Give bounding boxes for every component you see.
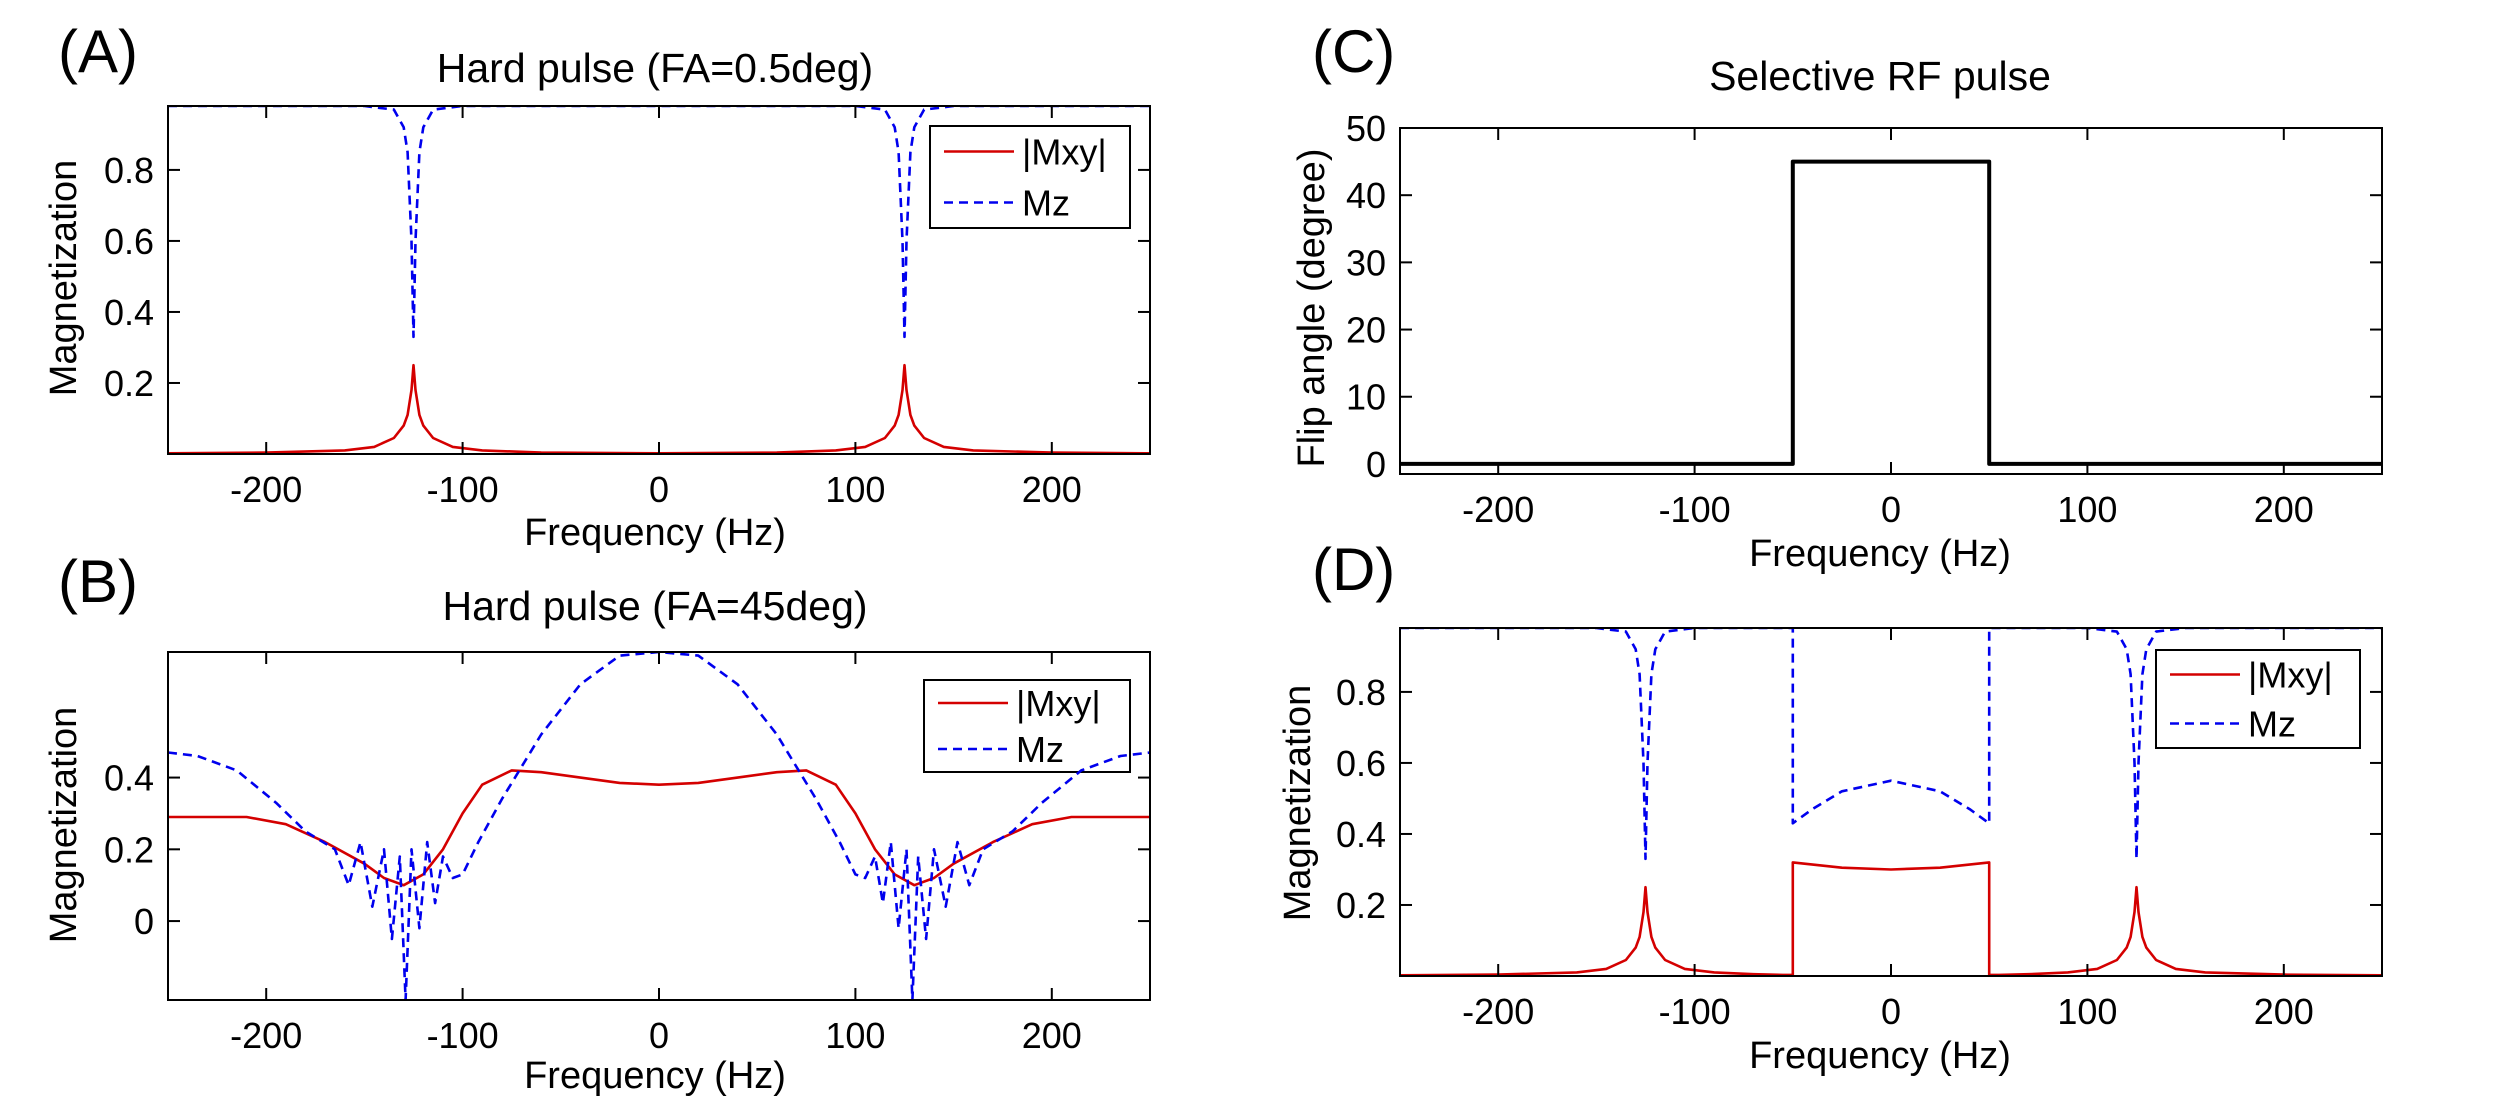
panel-a-ytick-label: 0.2: [104, 363, 154, 404]
panel-c-ytick-label: 50: [1346, 108, 1386, 149]
panel-d-ytick-label: 0.2: [1336, 885, 1386, 926]
panel-d-ylabel: Magnetization: [1277, 685, 1319, 922]
panel-b-ytick-label: 0: [134, 901, 154, 942]
panel-b-xtick-labels: -200 -100 0 100 200: [230, 1015, 1082, 1056]
panel-c-flip-angle-line: [1400, 159, 2382, 466]
panel-a-ytick-label: 0.8: [104, 150, 154, 191]
panel-c-series-group: [1400, 159, 2382, 466]
panel-b-ytick-label: 0.4: [104, 758, 154, 799]
panel-a-mz-line: [168, 106, 1150, 339]
panel-c: (C) Selective RF pulse Frequency (Hz) Fl…: [1291, 18, 2383, 575]
panel-d-legend: |Mxy| Mz: [2155, 649, 2361, 749]
panel-b-legend-mxy-label: |Mxy|: [1016, 683, 1101, 724]
panel-c-xtick-label: 200: [2254, 489, 2314, 530]
panel-b-xtick-label: -200: [230, 1015, 302, 1056]
panel-d-mxy-line: [1400, 861, 2382, 976]
panel-b-ytick-label: 0.2: [104, 829, 154, 870]
panel-d-xtick-label: -100: [1659, 991, 1731, 1032]
panel-c-xtick-label: 100: [2057, 489, 2117, 530]
panel-a-legend: |Mxy| Mz: [929, 125, 1131, 229]
panel-a-xtick-label: -200: [230, 469, 302, 510]
panel-c-xlabel: Frequency (Hz): [1749, 533, 2011, 575]
panel-b-mxy-line: [168, 769, 1150, 887]
panel-b-series-group: [168, 652, 1150, 1000]
panel-c-ytick-label: 20: [1346, 310, 1386, 351]
panel-d-ytick-labels: 0.2 0.4 0.6 0.8: [1336, 672, 1386, 926]
panel-b-xtick-label: 0: [649, 1015, 669, 1056]
panel-d-ytick-label: 0.8: [1336, 672, 1386, 713]
panel-d-ytick-label: 0.4: [1336, 814, 1386, 855]
panel-a-xtick-label: 0: [649, 469, 669, 510]
panel-a: (A) Hard pulse (FA=0.5deg) Frequency (Hz…: [43, 18, 1151, 554]
panel-c-title: Selective RF pulse: [1709, 53, 2051, 99]
panel-a-legend-box: [929, 125, 1131, 229]
panel-b: (B) Hard pulse (FA=45deg) Frequency (Hz)…: [43, 548, 1151, 1097]
panel-b-ylabel: Magnetization: [43, 707, 85, 944]
panel-d: (D) Frequency (Hz) Magnetization -200 -1…: [1277, 536, 2383, 1077]
panel-d-ytick-label: 0.6: [1336, 743, 1386, 784]
panel-c-ytick-label: 30: [1346, 242, 1386, 283]
panel-a-xtick-label: -100: [427, 469, 499, 510]
panel-a-legend-mxy-label: |Mxy|: [1022, 132, 1107, 173]
panel-a-ytick-label: 0.4: [104, 292, 154, 333]
panel-b-mz-line: [168, 652, 1150, 1000]
panel-a-xlabel: Frequency (Hz): [524, 512, 786, 554]
panel-c-ytick-labels: 0 10 20 30 40 50: [1346, 108, 1386, 485]
panel-a-ytick-label: 0.6: [104, 221, 154, 262]
panel-b-letter: (B): [58, 548, 138, 615]
panel-a-title: Hard pulse (FA=0.5deg): [437, 45, 873, 91]
panel-a-xtick-label: 100: [825, 469, 885, 510]
panel-a-letter: (A): [58, 18, 138, 85]
panel-c-xtick-labels: -200 -100 0 100 200: [1462, 489, 2314, 530]
panel-c-xtick-label: -200: [1462, 489, 1534, 530]
panel-b-legend: |Mxy| Mz: [923, 679, 1131, 773]
panel-b-legend-box: [923, 679, 1131, 773]
panel-d-xtick-label: 0: [1881, 991, 1901, 1032]
panel-d-letter: (D): [1312, 536, 1395, 603]
panel-d-xtick-label: 100: [2057, 991, 2117, 1032]
panel-d-xtick-label: -200: [1462, 991, 1534, 1032]
panel-d-legend-box: [2155, 649, 2361, 749]
panel-d-series-group: [1400, 628, 2382, 976]
panel-d-mz-line: [1400, 628, 2382, 861]
panel-b-xtick-label: 100: [825, 1015, 885, 1056]
panel-c-ytick-label: 10: [1346, 377, 1386, 418]
panel-b-ytick-labels: 0 0.2 0.4: [104, 758, 154, 943]
panel-c-xtick-label: 0: [1881, 489, 1901, 530]
panel-b-legend-mz-label: Mz: [1016, 729, 1064, 770]
panel-c-ytick-label: 0: [1366, 444, 1386, 485]
panel-d-legend-mz-label: Mz: [2248, 704, 2296, 745]
panel-b-xtick-label: -100: [427, 1015, 499, 1056]
panel-c-letter: (C): [1312, 18, 1395, 85]
panel-d-xlabel: Frequency (Hz): [1749, 1035, 2011, 1077]
panel-b-xtick-label: 200: [1022, 1015, 1082, 1056]
panel-b-title: Hard pulse (FA=45deg): [442, 583, 867, 629]
panel-a-xtick-labels: -200 -100 0 100 200: [230, 469, 1082, 510]
panel-a-xtick-label: 200: [1022, 469, 1082, 510]
panel-c-ytick-label: 40: [1346, 175, 1386, 216]
panel-b-xlabel: Frequency (Hz): [524, 1055, 786, 1097]
panel-a-ytick-labels: 0.2 0.4 0.6 0.8: [104, 150, 154, 404]
panel-d-xtick-label: 200: [2254, 991, 2314, 1032]
panel-c-ylabel: Flip angle (degree): [1291, 149, 1333, 468]
panel-d-xtick-labels: -200 -100 0 100 200: [1462, 991, 2314, 1032]
panel-a-ylabel: Magnetization: [43, 160, 85, 397]
panel-c-xtick-label: -100: [1659, 489, 1731, 530]
panel-d-legend-mxy-label: |Mxy|: [2248, 655, 2333, 696]
panel-a-legend-mz-label: Mz: [1022, 183, 1070, 224]
